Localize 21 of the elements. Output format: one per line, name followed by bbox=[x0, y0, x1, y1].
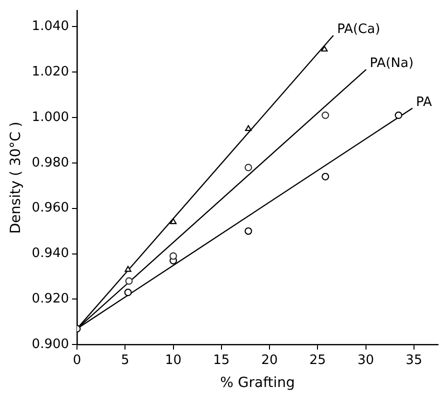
series-label: PA(Ca) bbox=[337, 22, 380, 38]
x-tick-label: 35 bbox=[406, 352, 422, 368]
y-tick-label: 1.040 bbox=[32, 19, 70, 34]
x-tick-label: 10 bbox=[165, 352, 182, 368]
x-tick-label: 25 bbox=[309, 352, 326, 368]
y-tick-label: 1.020 bbox=[32, 64, 70, 80]
y-tick-label: 0.960 bbox=[32, 200, 70, 216]
y-tick-label: 0.920 bbox=[32, 292, 70, 307]
x-axis-title: % Grafting bbox=[220, 375, 295, 392]
series-label: PA(Na) bbox=[370, 56, 414, 72]
y-axis-title: Density ( 30°C ) bbox=[8, 122, 24, 234]
y-tick-label: 1.000 bbox=[32, 110, 70, 125]
x-tick-label: 15 bbox=[213, 352, 230, 368]
x-tick-label: 20 bbox=[261, 352, 278, 368]
x-tick-label: 30 bbox=[358, 352, 374, 368]
series-label: PA bbox=[416, 94, 432, 110]
y-tick-label: 0.980 bbox=[32, 155, 70, 170]
x-tick-label: 5 bbox=[121, 352, 130, 368]
x-tick-label: 0 bbox=[72, 352, 82, 368]
y-tick-label: 0.900 bbox=[32, 336, 70, 352]
y-tick-label: 0.940 bbox=[32, 246, 70, 262]
